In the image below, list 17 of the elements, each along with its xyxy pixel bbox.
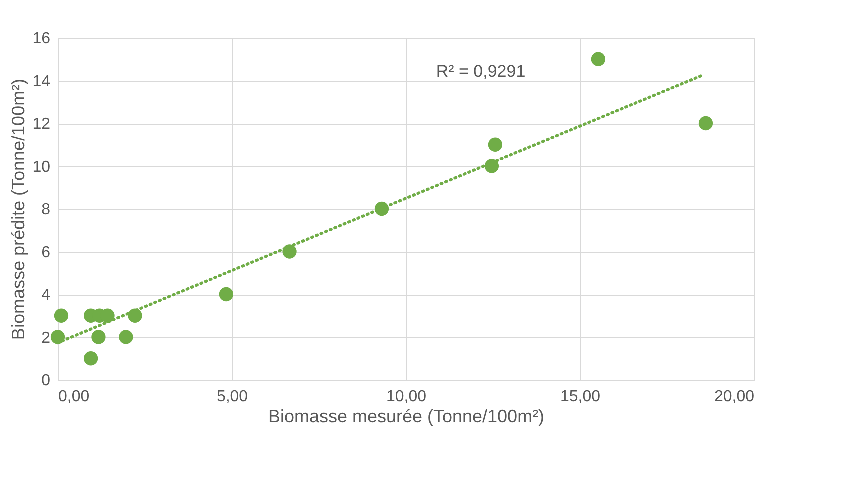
- x-tick-label: 5,00: [216, 388, 248, 406]
- y-tick-label: 2: [42, 330, 51, 347]
- y-tick-label: 14: [32, 73, 51, 90]
- x-tick-label: 20,00: [714, 388, 755, 406]
- x-tick-label: 15,00: [560, 388, 601, 406]
- y-tick-label: 10: [32, 158, 51, 176]
- annotation: R² = 0,9291: [436, 62, 526, 81]
- x-axis-title: Biomasse mesurée (Tonne/100m²): [268, 406, 545, 426]
- y-tick-label: 0: [42, 372, 51, 390]
- x-tick-label: 0,00: [58, 388, 90, 406]
- y-tick-label: 12: [32, 116, 51, 133]
- x-tick-label: 10,00: [386, 388, 427, 406]
- y-tick-label: 16: [32, 30, 51, 48]
- y-tick-label: 6: [42, 244, 51, 262]
- y-tick-label: 4: [42, 287, 51, 304]
- y-axis-title: Biomasse prédite (Tonne/100m²): [8, 78, 29, 340]
- y-tick-label: 8: [42, 202, 51, 218]
